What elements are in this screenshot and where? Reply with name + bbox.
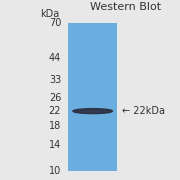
FancyBboxPatch shape <box>68 23 117 171</box>
Text: 14: 14 <box>49 141 61 150</box>
Text: 70: 70 <box>49 18 61 28</box>
Text: 10: 10 <box>49 166 61 176</box>
Text: Western Blot: Western Blot <box>89 2 161 12</box>
Text: ← 22kDa: ← 22kDa <box>122 106 165 116</box>
Text: kDa: kDa <box>40 9 59 19</box>
Text: 18: 18 <box>49 121 61 131</box>
Text: 26: 26 <box>49 93 61 103</box>
Ellipse shape <box>73 109 112 114</box>
Text: 22: 22 <box>49 106 61 116</box>
Text: 33: 33 <box>49 75 61 85</box>
Text: 44: 44 <box>49 53 61 63</box>
